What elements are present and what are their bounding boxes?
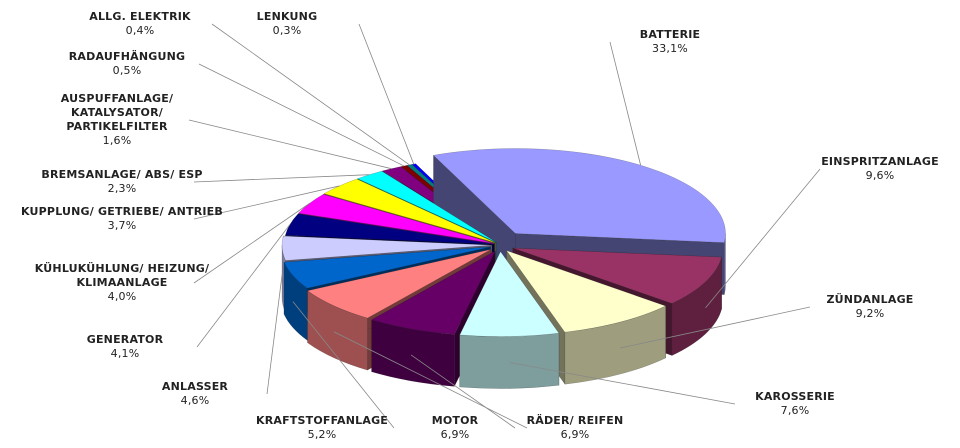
pie-slice-top-0 xyxy=(432,148,726,243)
pie-slice-rim-6-0 xyxy=(283,262,308,341)
leader-line-7 xyxy=(266,274,283,395)
pie-slice-top-3 xyxy=(459,251,560,337)
slice-label-8: GENERATOR 4,1% xyxy=(87,333,164,361)
slice-label-value: 4,6% xyxy=(180,394,210,407)
slice-label-value: 5,2% xyxy=(307,428,337,441)
pie-slice-top-7 xyxy=(281,235,493,261)
slice-label-3: KAROSSERIE 7,6% xyxy=(755,390,835,418)
slice-label-name: ALLG. ELEKTRIK xyxy=(89,10,191,23)
slice-label-value: 3,7% xyxy=(107,219,137,232)
slice-label-name: KRAFTSTOFFANLAGE xyxy=(255,414,389,427)
slice-label-name: BATTERIE xyxy=(639,28,701,41)
slice-label-value: 6,9% xyxy=(440,428,470,441)
slice-label-0: BATTERIE 33,1% xyxy=(640,28,701,56)
slice-label-value: 0,4% xyxy=(125,24,155,37)
leader-line-11 xyxy=(193,174,370,183)
leader-line-2 xyxy=(619,306,811,349)
slice-label-9: KÜHLUKÜHLUNG/ HEIZUNG/ KLIMAANLAGE 4,0% xyxy=(35,262,210,304)
slice-label-name: AUSPUFFANLAGE/ KATALYSATOR/ PARTIKELFILT… xyxy=(60,92,174,133)
slice-label-1: EINSPRITZANLAGE 9,6% xyxy=(821,155,939,183)
pie-slice-top-8 xyxy=(285,213,495,245)
slice-label-10: KUPPLUNG/ GETRIEBE/ ANTRIEB 3,7% xyxy=(21,205,223,233)
slice-label-name: KUPPLUNG/ GETRIEBE/ ANTRIEB xyxy=(21,205,223,218)
slice-label-6: KRAFTSTOFFANLAGE 5,2% xyxy=(256,414,388,442)
slice-label-name: GENERATOR xyxy=(86,333,164,346)
slice-label-name: MOTOR xyxy=(431,414,479,427)
slice-label-name: ANLASSER xyxy=(161,380,229,393)
pie-slice-top-1 xyxy=(512,247,722,304)
leader-line-6 xyxy=(292,301,395,429)
slice-label-value: 2,3% xyxy=(107,182,137,195)
leader-line-15 xyxy=(358,23,415,165)
slice-label-value: 4,0% xyxy=(107,290,137,303)
pie-slice-top-11 xyxy=(356,170,497,243)
pie-slice-top-5 xyxy=(306,249,492,319)
leader-line-14 xyxy=(211,23,410,166)
pie-slice-3 xyxy=(459,250,560,389)
slice-label-2: ZÜNDANLAGE 9,2% xyxy=(826,293,913,321)
slice-label-name: LENKUNG xyxy=(256,10,318,23)
pie-slice-top-2 xyxy=(505,250,667,333)
leader-line-0 xyxy=(609,41,642,166)
pie-sides xyxy=(281,148,726,389)
slice-label-11: BREMSANLAGE/ ABS/ ESP 2,3% xyxy=(41,168,202,196)
slice-label-name: BREMSANLAGE/ ABS/ ESP xyxy=(41,168,203,181)
slice-label-15: LENKUNG 0,3% xyxy=(257,10,318,38)
pie-slice-top-9 xyxy=(298,194,495,244)
slice-label-value: 0,3% xyxy=(272,24,302,37)
slice-label-name: RADAUFHÄNGUNG xyxy=(68,50,186,63)
slice-label-value: 9,2% xyxy=(855,307,885,320)
slice-label-name: EINSPRITZANLAGE xyxy=(821,155,939,168)
slice-label-14: ALLG. ELEKTRIK 0,4% xyxy=(89,10,191,38)
leader-line-3 xyxy=(509,362,736,405)
slice-label-value: 0,5% xyxy=(112,64,142,77)
leader-line-4 xyxy=(410,354,516,429)
leader-line-13 xyxy=(198,63,405,167)
slice-label-12: AUSPUFFANLAGE/ KATALYSATOR/ PARTIKELFILT… xyxy=(61,92,173,148)
pie-slice-top-10 xyxy=(323,178,496,244)
slice-label-name: ZÜNDANLAGE xyxy=(826,293,914,306)
slice-label-5: MOTOR 6,9% xyxy=(432,414,479,442)
pie-slice-top-4 xyxy=(370,250,496,335)
slice-label-value: 7,6% xyxy=(780,404,810,417)
leader-line-1 xyxy=(705,168,821,309)
slice-label-13: RADAUFHÄNGUNG 0,5% xyxy=(69,50,185,78)
leader-line-9 xyxy=(193,203,310,284)
slice-label-7: ANLASSER 4,6% xyxy=(162,380,228,408)
leader-lines xyxy=(188,23,821,429)
slice-label-name: RÄDER/ REIFEN xyxy=(526,414,624,427)
leader-line-8 xyxy=(196,224,291,348)
slice-label-value: 1,6% xyxy=(102,134,132,147)
slice-label-value: 9,6% xyxy=(865,169,895,182)
leader-line-10 xyxy=(193,185,340,220)
slice-label-4: RÄDER/ REIFEN 6,9% xyxy=(527,414,624,442)
slice-label-value: 6,9% xyxy=(560,428,590,441)
slice-label-name: KÜHLUKÜHLUNG/ HEIZUNG/ KLIMAANLAGE xyxy=(34,262,210,289)
slice-label-value: 33,1% xyxy=(652,42,688,55)
leader-line-5 xyxy=(333,331,528,429)
pie-slice-rim-3-0 xyxy=(459,332,560,389)
pie-slice-top-6 xyxy=(283,246,491,289)
slice-label-name: KAROSSERIE xyxy=(755,390,835,403)
slice-label-value: 4,1% xyxy=(110,347,140,360)
leader-line-12 xyxy=(188,119,392,170)
